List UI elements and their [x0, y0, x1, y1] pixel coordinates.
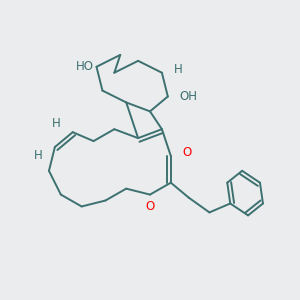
Text: HO: HO — [76, 60, 94, 73]
Text: O: O — [146, 200, 154, 213]
Text: H: H — [52, 117, 61, 130]
Text: H: H — [174, 63, 182, 76]
Text: H: H — [34, 149, 43, 162]
Text: O: O — [183, 146, 192, 160]
Text: OH: OH — [180, 90, 198, 103]
Text: O: O — [146, 200, 154, 213]
Text: O: O — [183, 146, 192, 160]
